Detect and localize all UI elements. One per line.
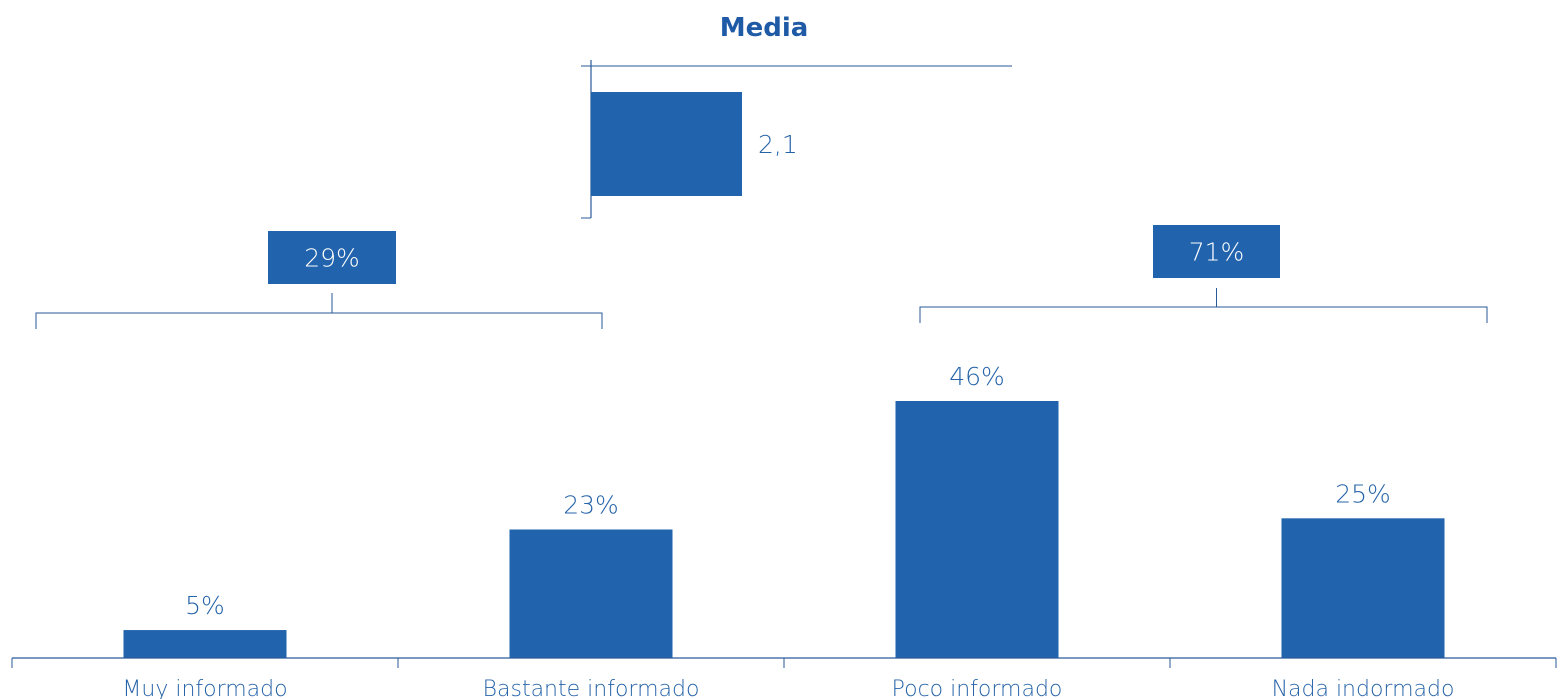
bar-value-label: 46% (949, 362, 1005, 391)
x-tick-label: Bastante informado (483, 677, 700, 699)
bar-value-label: 5% (185, 591, 225, 620)
x-axis: Muy informado Bastante informado Poco info… (11, 657, 1557, 699)
group-bracket (35, 312, 603, 329)
media-value-label: 2,1 (758, 130, 798, 159)
group-bracket (919, 306, 1488, 323)
x-tick-label: Poco informado (892, 677, 1063, 699)
group-brackets: 29% 71% (35, 225, 1488, 329)
bar-0 (123, 630, 287, 658)
group-total-label: 71% (1189, 238, 1245, 267)
bar-2 (895, 401, 1059, 658)
bar-1 (509, 529, 673, 658)
media-bar (591, 92, 742, 196)
x-tick-label: Nada indormado (1272, 677, 1455, 699)
bar-value-label: 25% (1335, 479, 1391, 508)
media-title: Media (720, 13, 809, 43)
bar-3 (1281, 518, 1445, 658)
group-total-label: 29% (304, 244, 360, 273)
x-tick-label: Muy informado (122, 677, 287, 699)
bar-value-label: 23% (563, 491, 619, 520)
media-bars: 2,1 (591, 92, 798, 196)
group-total-box (268, 231, 396, 284)
group-total-box (1153, 225, 1280, 278)
main-bars: 5% 23% 46% 25% (123, 362, 1445, 658)
